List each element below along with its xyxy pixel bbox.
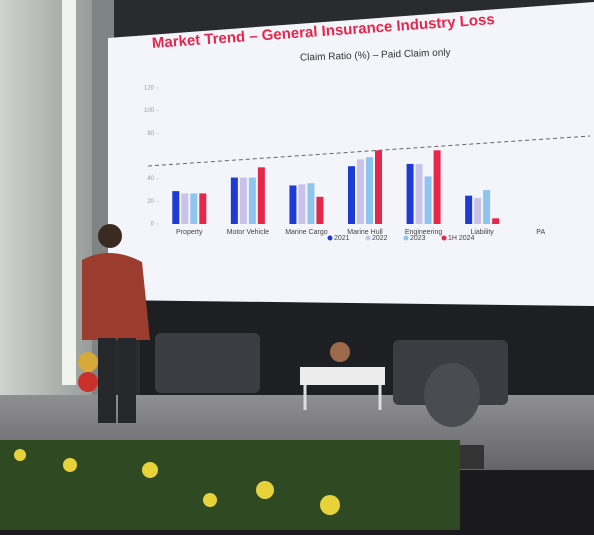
speaker-shirt — [82, 253, 150, 340]
speaker-leg — [118, 338, 136, 423]
speaker-leg — [98, 338, 116, 423]
x-tick-label: Motor Vehicle — [227, 229, 270, 236]
bar — [172, 191, 179, 224]
doll — [330, 342, 350, 362]
bar — [465, 196, 472, 224]
bar — [416, 164, 423, 224]
bar — [249, 178, 256, 224]
bar — [425, 176, 432, 224]
y-tick-label: 40 — [147, 176, 154, 182]
bar — [258, 167, 265, 224]
y-tick-label: 20 — [147, 199, 154, 205]
legend-marker — [366, 236, 371, 241]
light-strip — [62, 0, 76, 385]
stage-edge — [460, 470, 594, 530]
bar — [366, 157, 373, 224]
bar — [307, 183, 314, 224]
bar — [289, 185, 296, 224]
y-tick-label: 100 — [144, 108, 155, 114]
stage-light — [424, 363, 480, 427]
bar — [231, 178, 238, 224]
legend-marker — [442, 236, 447, 241]
bar — [492, 218, 499, 224]
x-tick-label: Property — [176, 229, 203, 236]
bar — [407, 164, 414, 224]
y-tick-label: 120 — [144, 86, 155, 92]
x-tick-label: Marine Cargo — [285, 229, 328, 236]
sofa-left — [155, 333, 260, 393]
bar — [375, 150, 382, 224]
bar — [434, 150, 441, 224]
bar — [316, 197, 323, 224]
x-tick-label: PA — [536, 229, 545, 236]
bar — [181, 193, 188, 224]
speaker-head — [98, 224, 122, 248]
page: Market Trend – General Insurance Industr… — [0, 0, 594, 530]
bar — [298, 184, 305, 224]
legend-marker — [404, 236, 409, 241]
legend-label: 2023 — [410, 235, 426, 242]
bar — [483, 190, 490, 224]
flower-bed — [0, 440, 460, 530]
balloon — [78, 352, 98, 372]
bar — [240, 178, 247, 224]
legend-label: 2021 — [334, 235, 350, 242]
bar — [199, 193, 206, 224]
bar — [474, 198, 481, 224]
balloon — [78, 372, 98, 392]
y-tick-label: 80 — [147, 131, 154, 137]
legend-marker — [328, 236, 333, 241]
bar — [348, 166, 355, 224]
bar — [357, 159, 364, 224]
photo-scene: Market Trend – General Insurance Industr… — [0, 0, 594, 530]
legend-label: 1H 2024 — [448, 235, 475, 242]
bar — [190, 193, 197, 224]
legend-label: 2022 — [372, 235, 388, 242]
table — [300, 367, 385, 385]
